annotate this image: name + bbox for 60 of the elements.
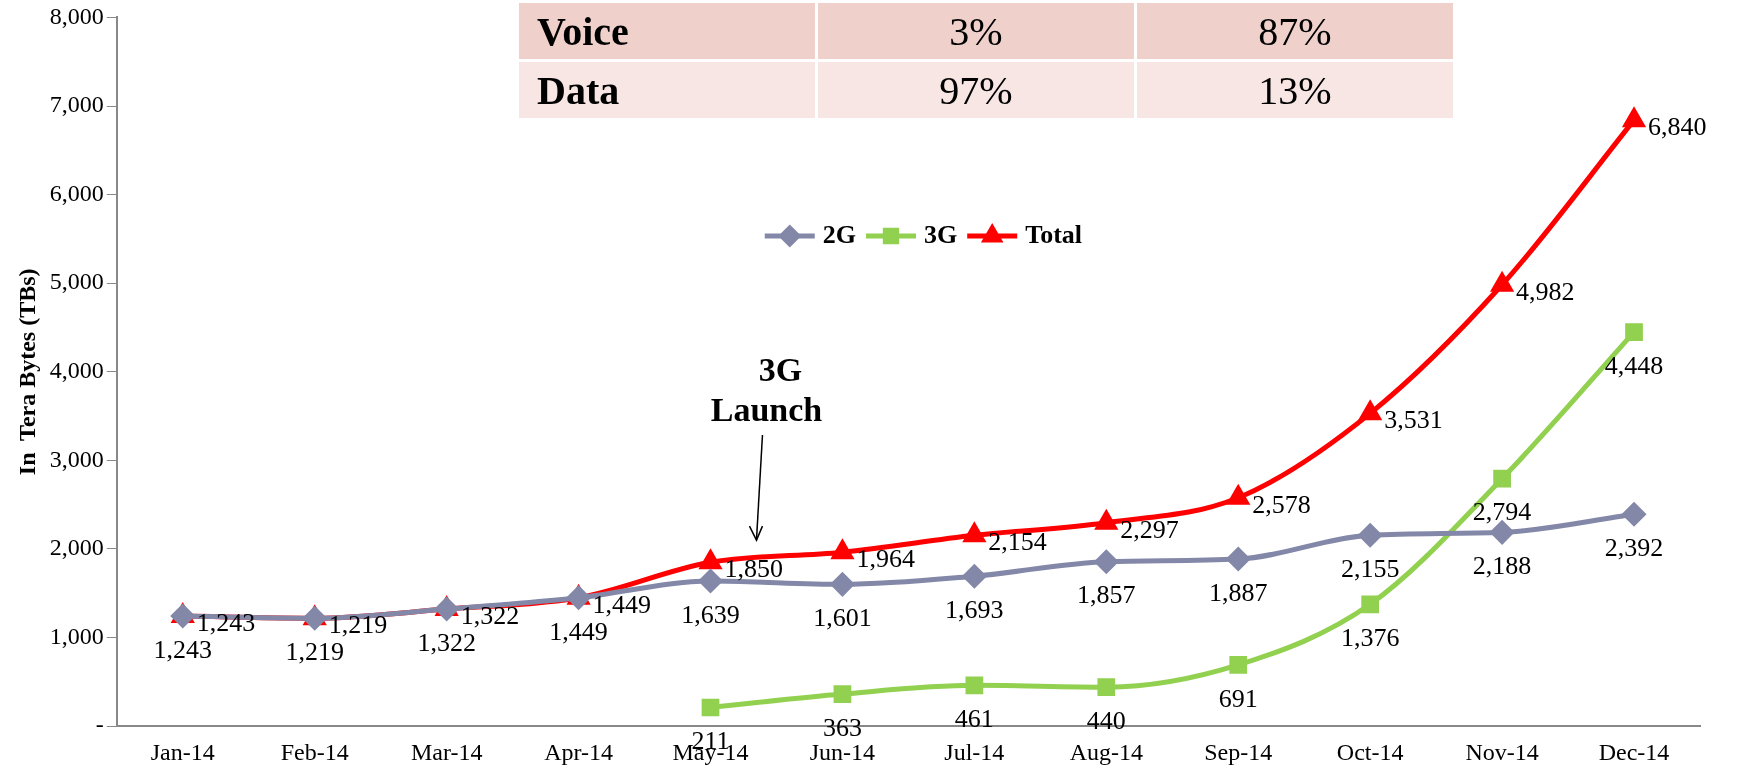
data-label: 2,392 (1604, 533, 1664, 563)
x-tick-label: Feb-14 (280, 738, 349, 765)
data-label: 1,857 (1077, 580, 1136, 610)
data-label: 4,982 (1516, 276, 1575, 306)
x-tick-label: Mar-14 (410, 738, 483, 765)
data-label: 2,578 (1252, 489, 1311, 519)
x-tick-label: Jul-14 (944, 738, 1005, 765)
y-tick-label: - (95, 711, 104, 738)
x-tick-label: Oct-14 (1336, 738, 1404, 765)
annotation: 97% (816, 60, 1136, 120)
y-axis-title: In Tera Bytes (TBs) (13, 268, 40, 476)
data-label: 1,850 (724, 554, 783, 584)
y-tick-label: 8,000 (49, 2, 104, 29)
y-tick-label: 2,000 (49, 534, 104, 561)
annotation: Data (517, 60, 817, 120)
data-label: 1,887 (1208, 577, 1268, 607)
y-tick-label: 1,000 (49, 622, 104, 649)
data-label: 1,964 (856, 544, 915, 574)
y-tick-label: 7,000 (49, 91, 104, 118)
data-label: 691 (1218, 683, 1258, 713)
data-label: 1,243 (196, 607, 256, 637)
x-tick-label: Jan-14 (150, 738, 215, 765)
data-label: 1,243 (153, 634, 213, 664)
y-tick-label: 4,000 (49, 357, 104, 384)
y-tick-label: 6,000 (49, 179, 104, 206)
data-label: 2,154 (988, 527, 1047, 557)
y-tick-label: 3,000 (49, 445, 104, 472)
x-tick-label: Aug-14 (1069, 738, 1143, 765)
y-tick-label: 5,000 (49, 268, 104, 295)
data-label: 1,601 (813, 603, 872, 633)
data-label: 1,693 (945, 595, 1004, 625)
data-label: 461 (954, 704, 994, 734)
data-label: 1,376 (1340, 623, 1400, 653)
x-tick-label: Nov-14 (1465, 738, 1539, 765)
x-tick-label: Apr-14 (544, 738, 613, 765)
data-label: 4,448 (1604, 350, 1664, 380)
legend-label: Total (1025, 219, 1083, 249)
data-label: 1,322 (460, 600, 520, 630)
legend-label: 2G (822, 219, 856, 249)
data-label: 2,297 (1120, 514, 1179, 544)
annotation: 13% (1135, 60, 1455, 120)
data-label: 1,322 (417, 627, 476, 657)
annotation: Voice (517, 1, 817, 61)
data-label: 2,155 (1340, 554, 1400, 584)
data-label: 1,639 (681, 599, 740, 629)
data-label: 6,840 (1648, 112, 1707, 141)
data-label: 1,449 (549, 616, 608, 646)
data-label: 1,449 (592, 589, 652, 619)
annotation: 87% (1135, 1, 1455, 61)
data-label: 3,531 (1384, 405, 1443, 435)
legend-label: 3G (923, 219, 958, 249)
data-label: 1,219 (328, 610, 388, 640)
annotation: 3% (816, 1, 1136, 61)
annotation: 3G Launch (710, 350, 823, 428)
data-label: 440 (1086, 706, 1126, 736)
x-tick-label: Sep-14 (1204, 738, 1273, 765)
data-label: 2,794 (1472, 497, 1532, 527)
x-tick-label: Dec-14 (1598, 738, 1670, 765)
data-label: 1,219 (285, 637, 344, 667)
data-label: 2,188 (1472, 551, 1532, 581)
